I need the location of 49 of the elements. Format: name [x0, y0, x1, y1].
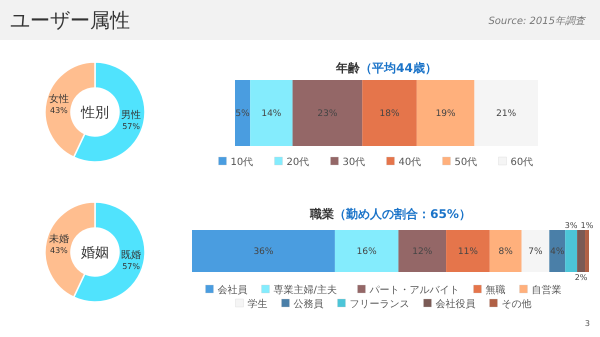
slice-label: 女性: [48, 92, 69, 105]
data-label: 16%: [356, 247, 378, 257]
data-label: 14%: [261, 109, 282, 119]
legend-label: フリーランス: [350, 299, 410, 310]
data-label: 19%: [436, 109, 456, 119]
data-label: 18%: [380, 109, 400, 119]
data-label: 8%: [498, 247, 514, 257]
legend-label: 無職: [486, 284, 506, 296]
data-label: 1%: [580, 221, 594, 230]
text: 3: [584, 319, 590, 328]
data-label: 11%: [458, 247, 478, 257]
legend-label: 10代: [230, 157, 254, 168]
legend-label: 60代: [510, 157, 534, 168]
source-note: Source: 2015年調査: [488, 15, 587, 27]
chart-subtitle: （勤め人の割合：65%）: [334, 207, 471, 221]
legend-label: その他: [502, 298, 532, 310]
data-label: 23%: [317, 109, 338, 119]
legend-label: 会社役員: [436, 298, 476, 310]
data-label: 2%: [574, 273, 588, 282]
legend-label: 学生: [248, 298, 268, 310]
slice-label: 男性: [121, 109, 142, 122]
data-label: 21%: [496, 109, 517, 119]
series-label: 会社員: [218, 284, 248, 296]
chart-title: 職業: [309, 207, 334, 221]
chart-title: 年齢: [335, 61, 362, 75]
text: 性別: [80, 105, 109, 121]
series-label: 30代: [342, 157, 366, 168]
slice-label: 既婚: [121, 250, 142, 262]
text: 婚姻: [81, 245, 109, 261]
data-label: 5%: [235, 109, 250, 119]
legend-label: 50代: [454, 157, 478, 168]
legend-label: 40代: [398, 157, 422, 168]
data-label: 4%: [550, 247, 565, 257]
legend-label: 自営業: [532, 284, 562, 296]
chart-subtitle: （平均44歳）: [360, 61, 437, 75]
legend-label: 公務員: [294, 298, 324, 310]
data-label: 57%: [122, 122, 140, 132]
data-label: 36%: [253, 247, 274, 257]
data-label: 43%: [50, 246, 68, 255]
data-label: 57%: [122, 262, 140, 272]
data-label: 7%: [528, 247, 543, 257]
slice-label: 未婚: [48, 232, 69, 245]
data-label: 12%: [412, 247, 433, 257]
text: ユーザー属性: [10, 8, 130, 32]
data-label: 3%: [564, 221, 578, 230]
legend-label: 20代: [286, 157, 310, 168]
data-label: 43%: [50, 106, 68, 115]
legend-label: 専業主婦/主夫: [274, 284, 337, 296]
legend-label: パート・アルバイト: [368, 285, 460, 296]
